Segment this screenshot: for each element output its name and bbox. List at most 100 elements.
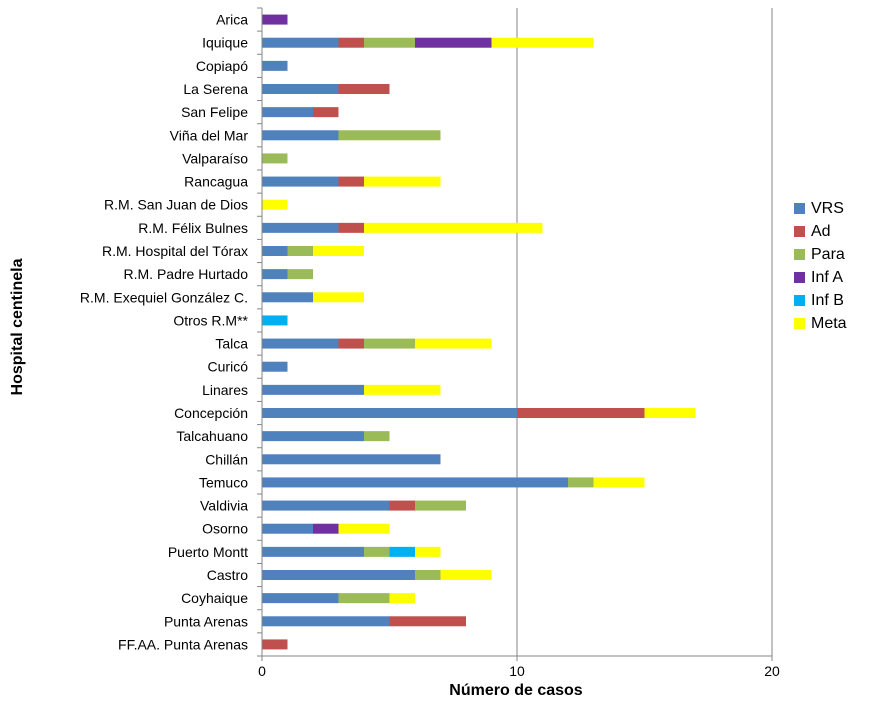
category-label-20: Temuco <box>199 474 248 490</box>
bar-para-11 <box>287 269 313 280</box>
bar-ad-26 <box>389 616 466 627</box>
category-label-6: Valparaíso <box>182 150 248 166</box>
category-label-17: Concepción <box>174 405 248 421</box>
category-label-3: La Serena <box>183 81 248 97</box>
bar-meta-8 <box>262 199 288 210</box>
bar-para-6 <box>262 153 288 164</box>
bar-vrs-19 <box>262 454 441 465</box>
legend-swatch-ad <box>794 226 805 237</box>
bar-vrs-7 <box>262 176 339 187</box>
category-label-22: Osorno <box>202 521 248 537</box>
grid-layer <box>516 8 773 656</box>
bar-meta-22 <box>338 523 390 534</box>
bar-para-23 <box>364 546 390 557</box>
bar-vrs-5 <box>262 130 339 141</box>
category-label-26: Punta Arenas <box>164 613 248 629</box>
bar-vrs-2 <box>262 60 288 71</box>
bar-vrs-12 <box>262 292 313 303</box>
category-label-25: Coyhaique <box>181 590 248 606</box>
bar-vrs-17 <box>262 408 517 418</box>
bar-inf-b-13 <box>262 315 288 326</box>
bar-vrs-22 <box>262 523 313 534</box>
legend-label-inf-a: Inf A <box>811 269 843 286</box>
bar-meta-7 <box>364 176 441 187</box>
legend-swatch-meta <box>794 318 805 329</box>
category-label-21: Valdivia <box>200 498 248 514</box>
legend-label-ad: Ad <box>811 223 831 240</box>
bar-para-10 <box>287 246 313 256</box>
bar-ad-4 <box>313 107 339 118</box>
category-label-27: FF.AA. Punta Arenas <box>118 636 248 652</box>
bar-vrs-16 <box>262 384 364 395</box>
bar-para-25 <box>338 593 390 604</box>
bar-ad-27 <box>262 639 288 650</box>
category-label-23: Puerto Montt <box>168 544 248 560</box>
category-label-7: Rancagua <box>184 174 248 190</box>
category-label-14: Talca <box>215 336 248 352</box>
bar-ad-1 <box>338 37 364 48</box>
bar-vrs-23 <box>262 546 364 557</box>
category-label-9: R.M. Félix Bulnes <box>138 220 248 236</box>
category-label-5: Viña del Mar <box>170 127 249 143</box>
category-label-11: R.M. Padre Hurtado <box>124 266 249 282</box>
legend-label-vrs: VRS <box>811 200 844 217</box>
bar-meta-10 <box>313 246 364 256</box>
category-label-13: Otros R.M** <box>173 312 248 328</box>
bar-vrs-21 <box>262 500 390 511</box>
legend-label-meta: Meta <box>811 315 847 332</box>
bar-vrs-24 <box>262 570 415 580</box>
legend-swatch-inf-b <box>794 295 805 306</box>
bar-vrs-20 <box>262 477 568 488</box>
bar-para-5 <box>338 130 441 141</box>
category-label-15: Curicó <box>208 359 249 375</box>
bar-vrs-3 <box>262 84 339 94</box>
category-label-24: Castro <box>207 567 248 583</box>
bar-vrs-15 <box>262 361 288 372</box>
bar-meta-16 <box>364 384 441 395</box>
legend-swatch-vrs <box>794 203 805 214</box>
bar-meta-23 <box>415 546 441 557</box>
bar-vrs-4 <box>262 107 313 118</box>
category-label-18: Talcahuano <box>176 428 248 444</box>
bar-para-21 <box>415 500 466 511</box>
legend-label-inf-b: Inf B <box>811 292 844 309</box>
x-tick-label-20: 20 <box>764 663 780 679</box>
category-label-2: Copiapó <box>196 58 248 74</box>
bar-vrs-10 <box>262 246 288 256</box>
legend-swatch-inf-a <box>794 272 805 283</box>
category-label-4: San Felipe <box>181 104 248 120</box>
bar-ad-14 <box>338 338 364 349</box>
legend: VRS Ad Para Inf A Inf B Meta <box>794 200 847 332</box>
bar-ad-7 <box>338 176 364 187</box>
bar-meta-12 <box>313 292 364 303</box>
bar-ad-3 <box>338 84 390 94</box>
bar-ad-9 <box>338 222 364 233</box>
bar-vrs-18 <box>262 431 364 442</box>
category-label-0: Arica <box>216 12 248 28</box>
bar-inf-b-23 <box>389 546 415 557</box>
bar-para-1 <box>364 37 415 48</box>
bar-vrs-25 <box>262 593 339 604</box>
bar-meta-25 <box>389 593 415 604</box>
category-label-1: Iquique <box>202 35 248 51</box>
bar-para-18 <box>364 431 390 442</box>
bar-meta-14 <box>415 338 492 349</box>
x-tick-label-10: 10 <box>509 663 525 679</box>
bar-inf-a-1 <box>415 37 492 48</box>
label-layer: Arica Iquique Copiapó La Serena San Felipe Vi… <box>80 12 780 679</box>
bar-vrs-1 <box>262 37 339 48</box>
bar-meta-20 <box>593 477 645 488</box>
category-label-10: R.M. Hospital del Tórax <box>102 243 248 259</box>
bar-inf-a-22 <box>313 523 339 534</box>
bar-meta-9 <box>364 222 543 233</box>
y-axis-title: Hospital centinela <box>9 258 26 395</box>
category-label-19: Chillán <box>205 451 248 467</box>
bar-vrs-14 <box>262 338 339 349</box>
category-label-16: Linares <box>202 382 248 398</box>
bar-vrs-9 <box>262 222 339 233</box>
bar-meta-17 <box>644 408 696 418</box>
bar-meta-24 <box>440 570 492 580</box>
bar-ad-21 <box>389 500 415 511</box>
